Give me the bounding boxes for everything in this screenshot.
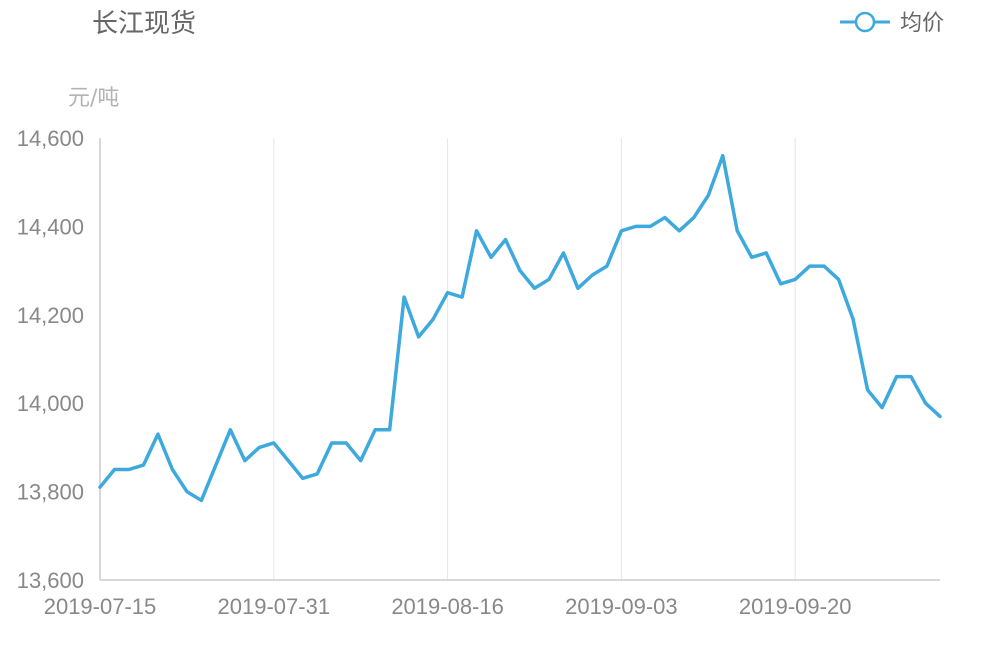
data-point[interactable] [835, 275, 843, 283]
data-point[interactable] [748, 253, 756, 261]
data-point[interactable] [530, 284, 538, 292]
y-tick-label: 14,600 [17, 126, 84, 151]
data-point[interactable] [922, 399, 930, 407]
data-point[interactable] [313, 470, 321, 478]
data-point[interactable] [617, 227, 625, 235]
data-point[interactable] [342, 439, 350, 447]
data-point[interactable] [212, 461, 220, 469]
y-tick-label: 13,800 [17, 480, 84, 505]
chart-title: 长江现货 [92, 9, 196, 39]
data-point[interactable] [226, 426, 234, 434]
x-tick-label: 2019-07-15 [44, 594, 157, 619]
grid-lines [273, 138, 796, 580]
legend-circle-icon [854, 11, 876, 33]
data-point[interactable] [878, 404, 886, 412]
data-point[interactable] [255, 443, 263, 451]
data-point[interactable] [371, 426, 379, 434]
data-point[interactable] [197, 496, 205, 504]
data-point[interactable] [125, 466, 133, 474]
data-point[interactable] [328, 439, 336, 447]
data-point[interactable] [386, 426, 394, 434]
data-point[interactable] [719, 152, 727, 160]
series-layer [96, 152, 944, 504]
x-tick-label: 2019-07-31 [218, 594, 331, 619]
data-point[interactable] [806, 262, 814, 270]
axes [99, 138, 940, 581]
data-point[interactable] [154, 430, 162, 438]
legend[interactable]: 均价 [840, 11, 944, 36]
data-point[interactable] [574, 284, 582, 292]
y-tick-label: 13,600 [17, 568, 84, 593]
data-point[interactable] [444, 289, 452, 297]
data-point[interactable] [270, 439, 278, 447]
data-point[interactable] [168, 466, 176, 474]
data-point[interactable] [183, 488, 191, 496]
y-axis-unit-label: 元/吨 [68, 86, 119, 111]
data-point[interactable] [675, 227, 683, 235]
data-point[interactable] [893, 373, 901, 381]
data-point[interactable] [545, 275, 553, 283]
data-point[interactable] [458, 293, 466, 301]
data-point[interactable] [704, 191, 712, 199]
x-tick-label: 2019-09-20 [739, 594, 852, 619]
y-tick-label: 14,400 [17, 214, 84, 239]
data-point[interactable] [139, 461, 147, 469]
data-point[interactable] [603, 262, 611, 270]
data-point[interactable] [241, 457, 249, 465]
data-point[interactable] [777, 280, 785, 288]
data-point[interactable] [864, 386, 872, 394]
x-axis-ticks: 2019-07-15 2019-07-31 2019-08-16 2019-09-03… [44, 594, 852, 619]
data-point[interactable] [733, 227, 741, 235]
y-tick-label: 14,000 [17, 391, 84, 416]
data-point[interactable] [588, 271, 596, 279]
data-point[interactable] [661, 214, 669, 222]
y-axis-ticks: 13,600 13,800 14,000 14,200 14,400 14,600 [17, 126, 84, 593]
data-point[interactable] [559, 249, 567, 257]
data-point[interactable] [284, 457, 292, 465]
data-point[interactable] [791, 275, 799, 283]
data-point[interactable] [473, 227, 481, 235]
data-point[interactable] [632, 222, 640, 230]
series-line-junjia[interactable] [98, 153, 942, 503]
data-point[interactable] [646, 222, 654, 230]
x-tick-label: 2019-08-16 [391, 594, 504, 619]
data-point[interactable] [429, 315, 437, 323]
data-point[interactable] [762, 249, 770, 257]
data-point[interactable] [936, 412, 944, 420]
data-point[interactable] [96, 483, 104, 491]
data-point[interactable] [690, 214, 698, 222]
x-tick-label: 2019-09-03 [565, 594, 678, 619]
data-point[interactable] [357, 457, 365, 465]
legend-label: 均价 [900, 11, 944, 36]
data-point[interactable] [907, 373, 915, 381]
data-point[interactable] [110, 466, 118, 474]
data-point[interactable] [400, 293, 408, 301]
data-point[interactable] [820, 262, 828, 270]
data-point[interactable] [415, 333, 423, 341]
data-point[interactable] [849, 315, 857, 323]
data-point[interactable] [502, 236, 510, 244]
data-point[interactable] [516, 267, 524, 275]
y-tick-label: 14,200 [17, 303, 84, 328]
data-point[interactable] [487, 253, 495, 261]
data-point[interactable] [299, 474, 307, 482]
